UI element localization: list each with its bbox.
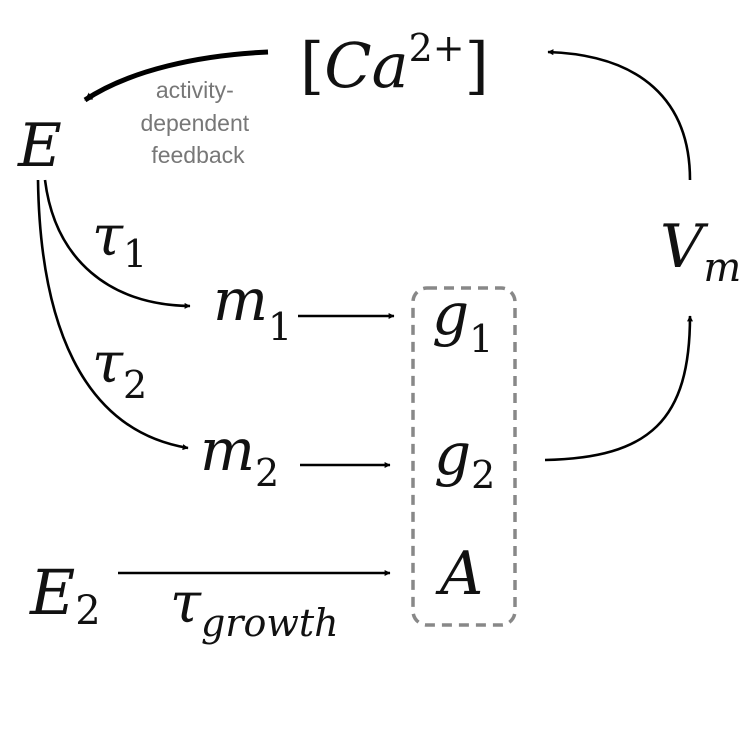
tau1-label: τ1 [92,204,147,276]
m1-node: m1 [213,266,292,349]
a-node: A [435,539,483,609]
m2-node: m2 [200,416,279,495]
g2-node: g2 [434,420,495,497]
e2-node: E2 [29,556,101,634]
feedback-annotation: activity- dependent feedback [140,77,255,168]
g2-to-vm-arrow [544,315,693,462]
calcium-node: [Ca2+] [300,26,489,102]
vm-to-calcium-arrow [547,49,692,181]
tau-growth-label: τgrowth [170,571,339,645]
e-to-m2-arrow [36,179,189,451]
e-node: E [17,111,62,181]
tau2-label: τ2 [92,331,147,407]
vm-node: Vm [660,212,741,291]
e-to-m1-arrow [43,179,191,309]
feedback-arrow [83,49,269,103]
g1-node: g1 [432,280,493,361]
conductance-group-box [411,286,517,627]
